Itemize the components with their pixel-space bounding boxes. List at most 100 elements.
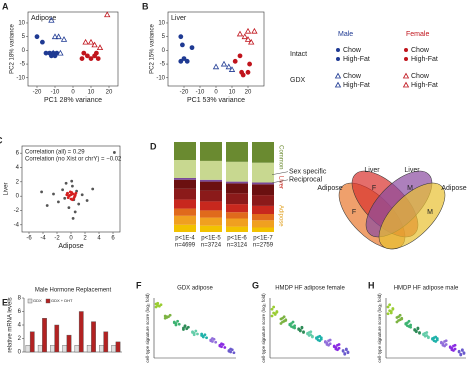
point — [418, 331, 421, 335]
bar-segment — [226, 212, 248, 219]
point — [316, 335, 320, 339]
legend-group: GDX — [290, 77, 306, 84]
point — [205, 336, 208, 340]
legend-marker — [402, 72, 410, 79]
panel-label: C — [0, 135, 3, 145]
point — [63, 196, 67, 200]
x-tick-label: 4 — [97, 236, 101, 242]
point — [74, 191, 78, 195]
y-tick-label: 6 — [16, 151, 20, 157]
bar-segment — [174, 224, 196, 232]
bar-segment — [200, 225, 222, 232]
bar — [111, 345, 117, 353]
point — [80, 193, 84, 197]
venn-sub: M — [407, 185, 413, 192]
point — [177, 322, 181, 326]
bar — [54, 324, 60, 353]
point — [67, 194, 71, 198]
panel-label: H — [368, 280, 375, 290]
x-tick-label: 10 — [88, 90, 95, 96]
point — [414, 329, 418, 333]
point — [302, 331, 305, 334]
x-tick-label: -20 — [33, 90, 42, 96]
point — [209, 339, 213, 343]
legend-marker — [404, 57, 408, 61]
point — [218, 344, 222, 348]
point — [400, 316, 404, 320]
y-tick-label: 2 — [18, 336, 22, 342]
point — [247, 61, 253, 67]
panel-label: B — [142, 1, 149, 11]
point — [71, 198, 74, 202]
bar — [103, 331, 109, 353]
plot-frame — [27, 11, 119, 87]
annotation: Correlation (no Xist or chrY) = −0.02 — [25, 157, 122, 163]
bar-segment — [252, 227, 274, 232]
point — [435, 337, 439, 340]
point — [45, 204, 49, 207]
panel-title: Adipose — [31, 15, 56, 22]
point — [237, 53, 243, 59]
point — [212, 63, 220, 70]
bar-segment — [226, 193, 248, 205]
venn-sub: F — [352, 209, 356, 216]
bar-segment — [226, 181, 248, 184]
y-axis-label: cell-type signature score (log₂ fold) — [145, 293, 150, 363]
point — [60, 36, 68, 42]
point — [319, 336, 323, 340]
y-axis-label: cell-type signature score (log₂ fold) — [377, 293, 382, 363]
point — [159, 303, 163, 307]
bar — [91, 321, 96, 353]
category-label: n=3124 — [227, 243, 248, 249]
legend-entry: High-Fat — [343, 82, 370, 89]
point — [87, 38, 95, 45]
point — [88, 56, 94, 61]
side-label: Liver — [277, 176, 283, 189]
point — [91, 41, 98, 48]
point — [154, 305, 158, 309]
bar-segment — [226, 218, 248, 227]
point — [293, 324, 297, 328]
legend-header: Female — [406, 31, 429, 38]
point — [300, 326, 304, 330]
legend-marker — [334, 72, 342, 79]
venn-label: Liver — [364, 167, 380, 174]
point — [423, 331, 427, 335]
point — [113, 151, 116, 154]
venn-label: Liver — [404, 167, 420, 174]
point — [96, 44, 104, 51]
bar-segment — [226, 226, 248, 232]
bar-segment — [174, 179, 196, 189]
x-tick-label: -4 — [40, 236, 46, 242]
bar-segment — [252, 214, 274, 221]
point — [196, 332, 199, 336]
point — [346, 351, 350, 355]
legend-entry: High-Fat — [411, 82, 438, 89]
bar-segment — [174, 142, 196, 160]
bar-segment — [174, 178, 196, 180]
point — [328, 338, 332, 342]
y-tick-label: -2 — [14, 208, 20, 214]
bar — [66, 334, 72, 353]
bar — [42, 318, 47, 353]
bar-segment — [174, 215, 196, 225]
point — [57, 49, 64, 56]
point — [270, 314, 274, 318]
bar-segment — [200, 160, 222, 180]
legend-marker — [404, 48, 408, 52]
bar-segment — [174, 160, 196, 178]
point — [441, 342, 445, 346]
bar-segment — [174, 188, 196, 200]
point — [71, 184, 74, 188]
bar-segment — [252, 142, 274, 163]
point — [211, 337, 214, 340]
point — [290, 322, 293, 325]
category-label: n=2759 — [253, 243, 274, 249]
x-tick-label: 0 — [71, 90, 75, 96]
point — [165, 315, 169, 319]
point — [91, 187, 95, 191]
point — [307, 331, 311, 334]
x-tick-label: -6 — [26, 236, 32, 242]
bar — [86, 345, 92, 353]
point — [427, 336, 430, 340]
